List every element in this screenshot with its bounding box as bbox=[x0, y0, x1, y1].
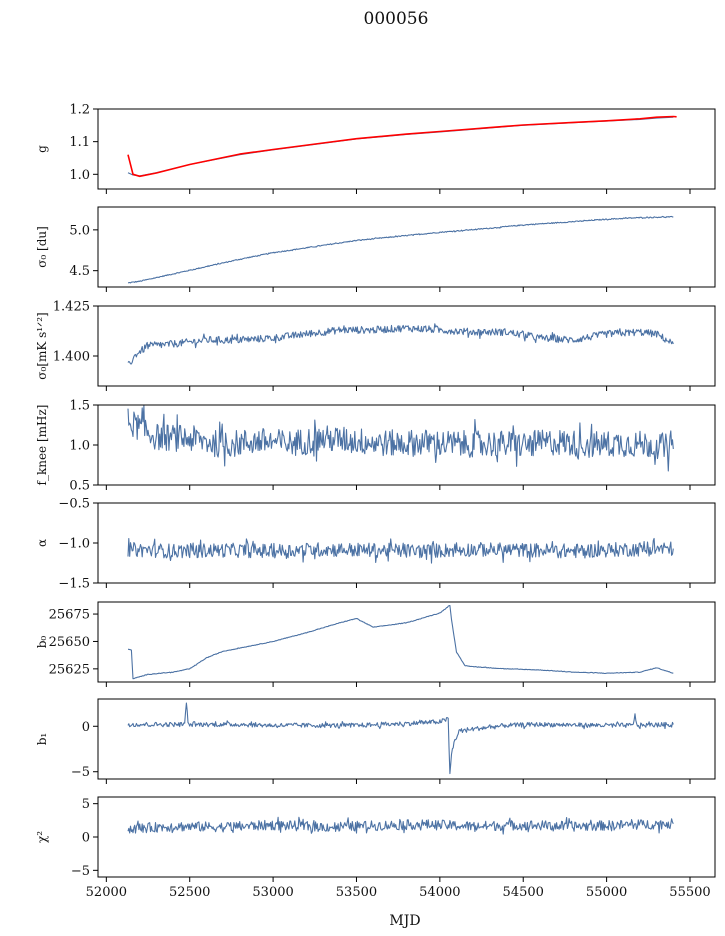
ytick-label-g-1: 1.1 bbox=[69, 135, 90, 150]
series-line-chi2-0 bbox=[127, 816, 674, 835]
ylabel-b1: b₁ bbox=[35, 733, 49, 746]
ytick-label-sigma_du-1: 5.0 bbox=[69, 223, 90, 238]
xtick-label-chi2-2: 53000 bbox=[252, 885, 293, 900]
ytick-label-b1-1: 0 bbox=[82, 720, 90, 735]
series-line-alpha-0 bbox=[127, 537, 674, 564]
axes-frame-g bbox=[97, 108, 716, 190]
xtick-label-chi2-5: 54500 bbox=[503, 885, 544, 900]
x-axis-label: MJD bbox=[389, 913, 420, 929]
series-line-b1-0 bbox=[127, 702, 674, 775]
ylabel-chi2: χ² bbox=[35, 831, 49, 843]
axes-frame-b0 bbox=[97, 601, 716, 683]
ylabel-g: g bbox=[35, 145, 49, 153]
series-line-g-0 bbox=[127, 116, 674, 177]
ytick-label-fknee-1: 1.0 bbox=[69, 439, 90, 454]
ytick-label-sigma_mks-1: 1.425 bbox=[53, 300, 90, 315]
axes-frame-alpha bbox=[97, 502, 716, 584]
series-line-fknee-0 bbox=[127, 405, 674, 472]
ytick-label-b1-0: −5 bbox=[71, 765, 90, 780]
ytick-label-sigma_du-0: 4.5 bbox=[69, 264, 90, 279]
ytick-label-alpha-2: −0.5 bbox=[58, 497, 90, 512]
series-line-sigma_du-0 bbox=[127, 215, 674, 284]
ytick-label-g-2: 1.2 bbox=[69, 103, 90, 118]
ytick-label-alpha-0: −1.5 bbox=[58, 577, 90, 592]
panel-sigma_du: 4.5 5.0 σ₀ [du] bbox=[35, 206, 716, 292]
panel-b1: −5 0 b₁ bbox=[35, 698, 716, 784]
ytick-label-sigma_mks-0: 1.400 bbox=[53, 350, 90, 365]
series-line-g-1 bbox=[127, 115, 677, 178]
series-line-b0-0 bbox=[128, 604, 674, 680]
xtick-label-chi2-4: 54000 bbox=[419, 885, 460, 900]
axes-frame-sigma_mks bbox=[97, 305, 716, 387]
ylabel-fknee: f_knee [mHz] bbox=[35, 405, 49, 486]
xtick-label-chi2-6: 55000 bbox=[586, 885, 627, 900]
axes-frame-chi2 bbox=[97, 796, 716, 878]
ytick-label-g-0: 1.0 bbox=[69, 168, 90, 183]
ylabel-sigma_du: σ₀ [du] bbox=[35, 226, 49, 268]
ylabel-sigma_mks: σ₀[mK s¹ᐟ²] bbox=[35, 312, 49, 379]
series-line-sigma_mks-0 bbox=[127, 323, 674, 365]
ytick-label-b0-1: 25650 bbox=[49, 635, 90, 650]
panel-chi2: −5 0 5 52000 52500 53000 53500 54000 54500 55000 5… bbox=[35, 796, 716, 900]
panel-g: 1.0 1.1 1.2 g bbox=[35, 103, 716, 194]
panel-alpha: −1.5 −1.0 −0.5 α bbox=[35, 497, 716, 592]
axes-frame-b1 bbox=[97, 698, 716, 780]
axes-frame-fknee bbox=[97, 404, 716, 486]
figure-title: 000056 bbox=[364, 9, 429, 29]
ylabel-b0: b₀ bbox=[35, 636, 49, 649]
ytick-label-chi2-1: 0 bbox=[82, 831, 90, 846]
axes-frame-sigma_du bbox=[97, 206, 716, 288]
panel-sigma_mks: 1.400 1.425 σ₀[mK s¹ᐟ²] bbox=[35, 300, 716, 391]
ytick-label-b0-0: 25625 bbox=[49, 662, 90, 677]
ytick-label-alpha-1: −1.0 bbox=[58, 537, 90, 552]
panels: 1.0 1.1 1.2 g 4.5 5.0 σ₀ [du] 1.400 1.425 σ₀[mK s… bbox=[35, 103, 716, 900]
ytick-label-fknee-2: 1.5 bbox=[69, 399, 90, 414]
xtick-label-chi2-7: 55500 bbox=[669, 885, 710, 900]
panel-fknee: 0.5 1.0 1.5 f_knee [mHz] bbox=[35, 399, 716, 494]
xtick-label-chi2-0: 52000 bbox=[86, 885, 127, 900]
ytick-label-chi2-2: 5 bbox=[82, 797, 90, 812]
ytick-label-fknee-0: 0.5 bbox=[69, 479, 90, 494]
ylabel-alpha: α bbox=[35, 539, 49, 547]
ytick-label-chi2-0: −5 bbox=[71, 864, 90, 879]
xtick-label-chi2-3: 53500 bbox=[336, 885, 377, 900]
xtick-label-chi2-1: 52500 bbox=[169, 885, 210, 900]
ytick-label-b0-2: 25675 bbox=[49, 608, 90, 623]
